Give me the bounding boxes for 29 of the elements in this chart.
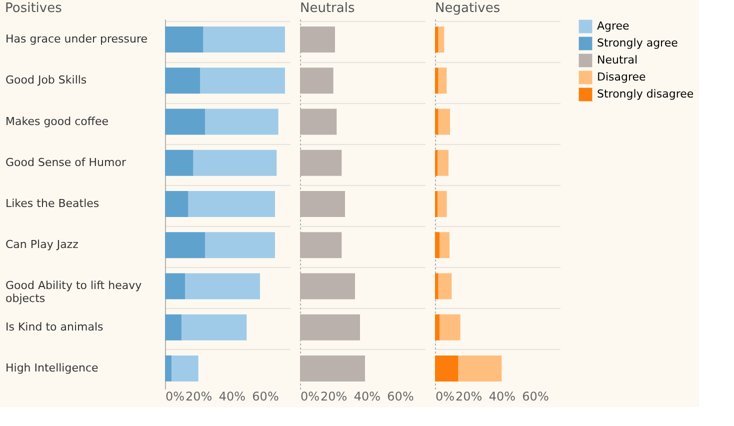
chart-title: Neutrals bbox=[300, 1, 355, 16]
x-tick-label: 20% bbox=[320, 390, 348, 404]
x-tick-label: 0% bbox=[300, 390, 320, 404]
x-tick-label: 20% bbox=[185, 390, 212, 404]
y-tick-label: Is Kind to animals bbox=[6, 320, 104, 334]
x-tick-label: 60% bbox=[522, 390, 549, 404]
legend-label: Disagree bbox=[597, 70, 646, 84]
legend-label: Agree bbox=[597, 20, 630, 32]
x-tick-label: 40% bbox=[488, 390, 516, 404]
y-tick-label: Likes the Beatles bbox=[6, 197, 100, 210]
y-tick-label: Has grace under pressure bbox=[6, 32, 148, 46]
legend-label: Neutral bbox=[597, 54, 638, 66]
y-tick-label: Can Play Jazz bbox=[6, 238, 79, 252]
y-tick-label: Good Ability to lift heavy objects bbox=[6, 279, 142, 306]
x-tick-label: 20% bbox=[455, 390, 482, 404]
x-tick-label: 60% bbox=[252, 390, 279, 404]
x-tick-label: 0% bbox=[436, 390, 455, 404]
x-tick-label: 0% bbox=[166, 390, 185, 404]
y-tick-label: Makes good coffee bbox=[6, 114, 109, 128]
x-tick-label: 40% bbox=[218, 390, 246, 404]
legend-label: Strongly agree bbox=[597, 36, 678, 50]
legend-label: Strongly disagree bbox=[597, 88, 694, 100]
x-tick-label: 40% bbox=[354, 390, 381, 404]
text: Positives bbox=[5, 1, 62, 16]
x-tick-label: 60% bbox=[387, 390, 414, 404]
y-tick-label: High Intelligence bbox=[6, 361, 99, 374]
chart-title: Negatives bbox=[435, 1, 500, 16]
y-tick-label: Good Sense of Humor bbox=[6, 156, 126, 169]
y-tick-label: Good Job Skills bbox=[6, 74, 87, 87]
